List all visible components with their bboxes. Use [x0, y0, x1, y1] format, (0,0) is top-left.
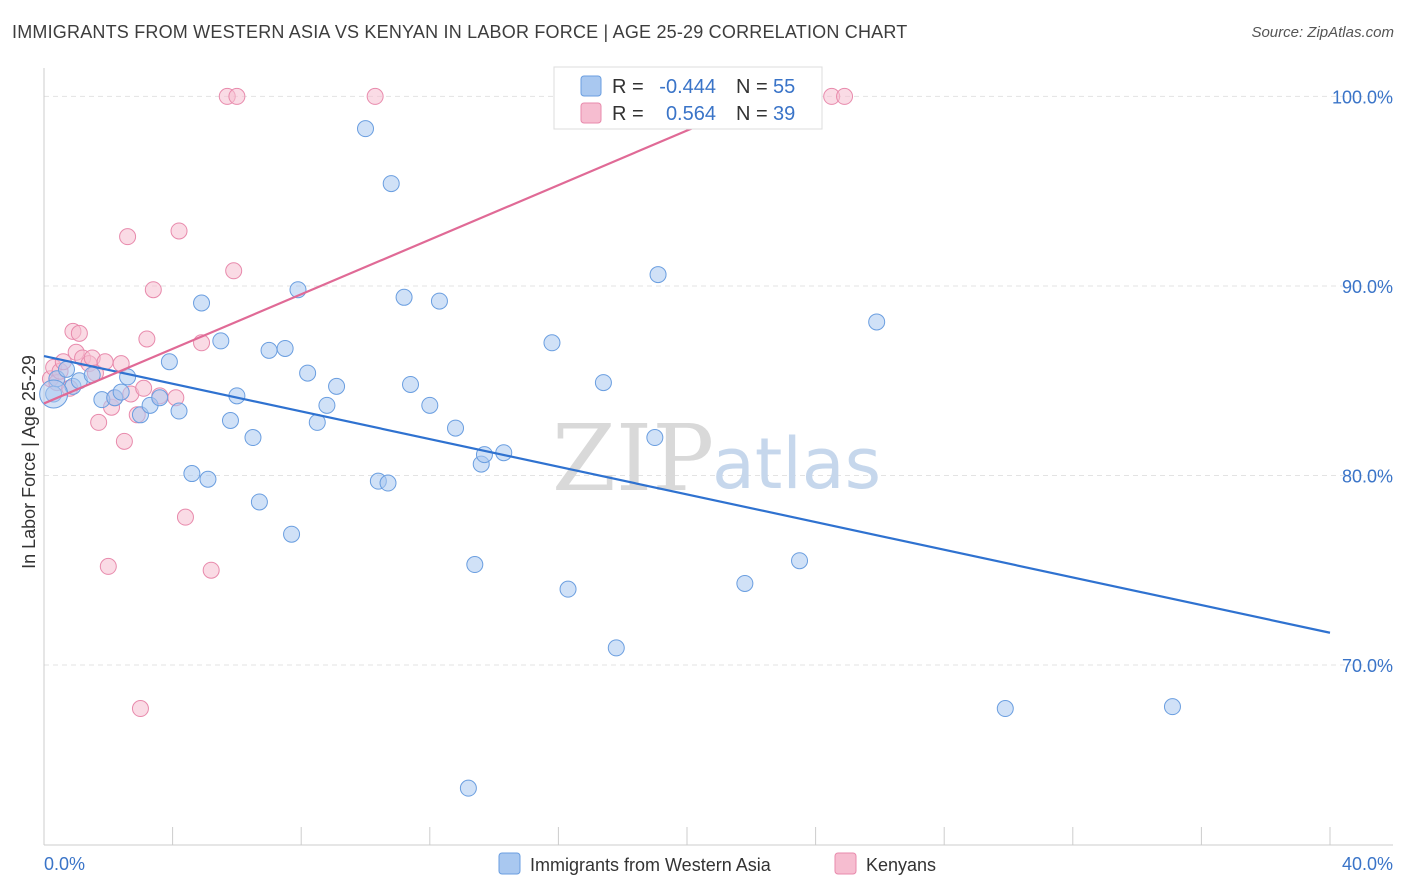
stats-box: R = -0.444 N = 55 R = 0.564 N = 39 [553, 66, 823, 130]
stats-blue-r-value: -0.444 [659, 76, 716, 98]
y-tick-label-0: 100.0% [1332, 87, 1393, 107]
legend-blue-label: Immigrants from Western Asia [530, 855, 772, 875]
legend-pink-label: Kenyans [866, 855, 936, 875]
western-asia-point-34 [382, 175, 400, 193]
stats-blue-r-label: R = [612, 76, 644, 98]
western-asia-point-20 [221, 411, 239, 429]
western-asia-point-24 [276, 339, 294, 357]
western-asia-point-33 [379, 474, 397, 492]
western-asia-point-55 [459, 779, 477, 797]
western-asia-point-50 [736, 574, 754, 592]
western-asia-point-51 [791, 552, 809, 570]
stats-blue-swatch [580, 75, 602, 97]
kenyans-point-20 [119, 228, 137, 246]
western-asia-point-23 [260, 341, 278, 359]
source-credit: Source: ZipAtlas.com [1251, 24, 1394, 41]
western-asia-point-21 [244, 429, 262, 447]
kenyans-point-25 [138, 330, 156, 348]
y-tick-label-2: 80.0% [1342, 466, 1393, 486]
western-asia-point-12 [151, 389, 169, 407]
western-asia-point-53 [996, 700, 1014, 718]
watermark-atlas: atlas [712, 423, 881, 505]
trend-lines [43, 95, 1331, 634]
western-asia-point-15 [183, 465, 201, 483]
stats-blue-n-value: 55 [773, 76, 795, 98]
western-asia-point-45 [559, 580, 577, 598]
western-asia-point-48 [646, 429, 664, 447]
axes [43, 68, 1393, 846]
stats-pink-swatch [580, 102, 602, 124]
western-asia-point-14 [170, 402, 188, 420]
kenyans-point-35 [228, 87, 246, 105]
western-asia-point-8 [112, 383, 130, 401]
legend-blue-swatch [498, 852, 521, 875]
kenyans-point-32 [202, 561, 220, 579]
western-asia-point-27 [299, 364, 317, 382]
y-tick-labels: 100.0% 90.0% 80.0% 70.0% [1332, 87, 1393, 676]
kenyans-point-29 [170, 222, 188, 240]
kenyans-point-13 [90, 413, 108, 431]
western-asia-point-35 [395, 288, 413, 306]
kenyans-trend-line [43, 95, 768, 405]
stats-pink-r-value: 0.564 [666, 103, 716, 125]
legend-pink-swatch [834, 852, 857, 875]
western-asia-point-49 [649, 266, 667, 284]
y-tick-label-3: 70.0% [1342, 656, 1393, 676]
x-tick-label-max: 40.0% [1342, 854, 1393, 874]
western-asia-point-30 [328, 377, 346, 395]
kenyans-point-8 [70, 324, 88, 342]
grid-lines [44, 95, 1393, 666]
western-asia-point-36 [402, 375, 420, 393]
western-asia-point-47 [607, 639, 625, 657]
y-tick-label-1: 90.0% [1342, 277, 1393, 297]
kenyans-point-26 [144, 281, 162, 299]
stats-blue-n-label: N = [736, 76, 768, 98]
western-asia-point-44 [543, 334, 561, 352]
watermark: ZIP atlas [552, 405, 881, 512]
legend: Immigrants from Western Asia Kenyans [498, 852, 936, 875]
x-tick-label-min: 0.0% [44, 854, 85, 874]
kenyans-point-38 [836, 87, 854, 105]
kenyans-point-23 [131, 700, 149, 718]
western-asia-point-17 [199, 470, 217, 488]
stats-pink-n-label: N = [736, 103, 768, 125]
kenyans-point-15 [99, 557, 117, 575]
western-asia-point-2 [58, 360, 76, 378]
western-asia-point-13 [160, 353, 178, 371]
western-asia-point-31 [357, 120, 374, 138]
western-asia-cluster-point [39, 379, 69, 409]
western-asia-point-29 [318, 396, 336, 414]
western-asia-point-25 [283, 525, 301, 543]
kenyans-point-34 [225, 262, 243, 280]
kenyans-point-36 [366, 87, 384, 105]
western-asia-trend-line [43, 354, 1331, 634]
western-asia-point-46 [594, 374, 612, 392]
stats-pink-r-label: R = [612, 103, 644, 125]
chart-title: IMMIGRANTS FROM WESTERN ASIA VS KENYAN I… [12, 22, 908, 42]
kenyans-point-30 [176, 508, 194, 526]
western-asia-point-38 [430, 292, 448, 310]
kenyans-point-24 [135, 379, 153, 397]
western-asia-point-18 [212, 332, 230, 350]
western-asia-point-39 [447, 419, 465, 437]
western-asia-point-54 [1163, 698, 1181, 716]
stats-pink-n-value: 39 [773, 103, 795, 125]
western-asia-point-37 [421, 396, 439, 414]
western-asia-point-40 [466, 556, 484, 574]
kenyans-point-19 [115, 432, 133, 450]
western-asia-point-52 [868, 313, 886, 331]
western-asia-point-16 [193, 294, 211, 312]
western-asia-point-22 [250, 493, 268, 511]
y-axis-label: In Labor Force | Age 25-29 [19, 355, 39, 569]
